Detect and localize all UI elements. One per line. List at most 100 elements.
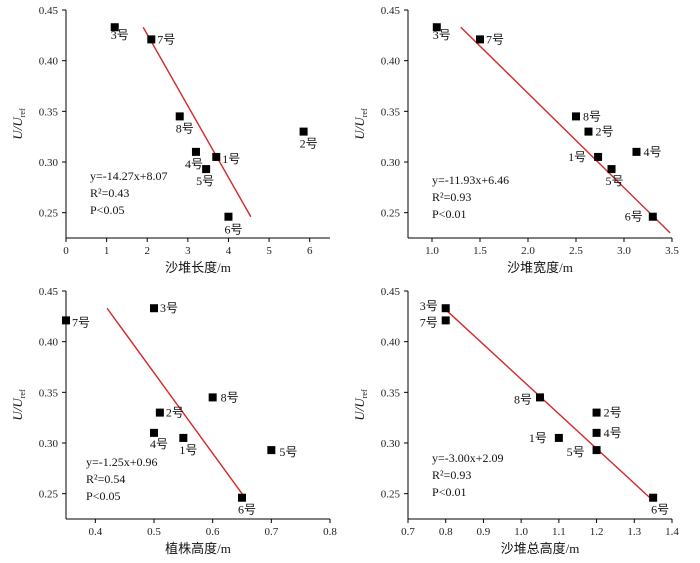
x-axis-title: 沙堆长度/m (165, 260, 231, 275)
y-tick-label: 0.30 (39, 157, 59, 169)
regression-equation-line: y=-3.00x+2.09 (432, 451, 504, 465)
x-tick-label: 1 (104, 245, 110, 257)
chart-panel-1: 0.25 0.30 0.35 0.40 0.45 0 1 2 3 4 5 6 沙堆长度/m U/Uref 3… (10, 5, 330, 275)
point-label: 2号 (595, 125, 613, 139)
point-label: 2号 (604, 406, 622, 420)
y-tick-label: 0.45 (381, 5, 401, 17)
regression-line (106, 307, 246, 499)
regression-equation-line: y=-1.25x+0.96 (86, 455, 158, 469)
x-tick-label: 3 (185, 245, 191, 257)
y-tick-label: 0.45 (39, 286, 59, 298)
x-tick-label: 4 (226, 245, 232, 257)
y-tick-label: 0.45 (39, 5, 59, 17)
data-point (572, 112, 580, 121)
point-label: 3号 (433, 28, 451, 42)
regression-line (441, 305, 654, 502)
x-tick-label: 1.5 (473, 245, 487, 257)
point-label: 8号 (514, 392, 532, 406)
data-point (649, 493, 658, 502)
y-axis-title: U/Uref (352, 108, 369, 140)
y-tick-label: 0.30 (39, 438, 59, 450)
y-tick-label: 0.25 (381, 489, 401, 501)
x-tick-label: 5 (266, 245, 272, 257)
y-tick-label: 0.40 (39, 56, 59, 68)
point-label: 1号 (179, 443, 197, 457)
data-point (179, 433, 188, 442)
x-axis-title: 沙堆总高度/m (501, 541, 580, 556)
y-axis-title: U/Uref (10, 389, 27, 421)
data-point (191, 147, 200, 156)
data-point (267, 446, 276, 455)
data-point (150, 428, 158, 437)
x-tick-label: 1.4 (665, 526, 679, 538)
y-tick-label: 0.40 (381, 337, 401, 349)
x-tick-label: 3.5 (665, 245, 679, 257)
x-tick-label: 2 (144, 245, 150, 257)
data-point (584, 127, 593, 136)
x-tick-label: 1.3 (627, 526, 641, 538)
regression-equation-line: y=-14.27x+8.07 (90, 169, 168, 183)
x-axis-title: 植株高度/m (165, 541, 231, 556)
x-tick-label: 0.8 (323, 526, 337, 538)
point-label: 5号 (279, 445, 297, 459)
x-tick-label: 2.5 (569, 245, 583, 257)
y-tick-label: 0.45 (381, 286, 401, 298)
point-label: 6号 (238, 503, 256, 517)
point-label: 3号 (420, 299, 438, 313)
regression-equation-line: P<0.01 (432, 485, 466, 499)
y-axis-title: U/Uref (10, 108, 27, 140)
point-label: 6号 (625, 210, 643, 224)
x-tick-label: 0.6 (206, 526, 220, 538)
x-tick-label: 0.5 (147, 526, 161, 538)
data-point (476, 35, 484, 44)
data-point (632, 147, 641, 156)
y-tick-label: 0.25 (39, 208, 59, 220)
point-label: 2号 (300, 137, 318, 151)
data-point (592, 408, 601, 417)
data-point (62, 316, 70, 325)
data-point (175, 112, 184, 121)
y-axis-title: U/Uref (352, 389, 369, 421)
point-label: 8号 (176, 121, 194, 135)
point-label: 4号 (643, 145, 661, 159)
y-tick-label: 0.35 (381, 387, 401, 399)
data-point (648, 212, 657, 221)
data-point (432, 23, 441, 32)
data-point (592, 446, 601, 455)
point-label: 1号 (568, 150, 586, 164)
y-tick-label: 0.25 (381, 208, 401, 220)
x-tick-label: 0.7 (401, 526, 415, 538)
x-tick-label: 1.0 (514, 526, 528, 538)
y-tick-label: 0.25 (39, 489, 59, 501)
x-tick-label: 6 (307, 245, 313, 257)
regression-equation-line: R²=0.93 (432, 190, 471, 204)
x-tick-label: 0.4 (88, 526, 102, 538)
point-label: 5号 (606, 174, 624, 188)
point-label: 5号 (567, 445, 585, 459)
x-tick-label: 1.2 (590, 526, 604, 538)
regression-equation-line: R²=0.43 (90, 186, 129, 200)
x-tick-label: 3.0 (617, 245, 631, 257)
chart-panel-4: 0.25 0.30 0.35 0.40 0.45 0.7 0.8 0.9 1.0 1.1 1.2 1.… (352, 286, 679, 556)
data-point (594, 152, 603, 161)
chart-panel-2: 0.25 0.30 0.35 0.40 0.45 1.0 1.5 2.0 2.5 3.0 3.5 沙堆… (352, 5, 679, 275)
x-axis-title: 沙堆宽度/m (507, 260, 573, 275)
regression-equation-line: P<0.05 (86, 489, 120, 503)
data-point (441, 304, 450, 313)
data-point (592, 428, 601, 437)
regression-equation-line: R²=0.54 (86, 472, 125, 486)
data-point (208, 393, 217, 402)
y-tick-label: 0.35 (381, 106, 401, 118)
y-tick-label: 0.40 (381, 56, 401, 68)
point-label: 7号 (72, 315, 90, 329)
regression-equation-line: P<0.01 (432, 207, 466, 221)
data-point (110, 23, 119, 32)
data-point (238, 493, 246, 502)
regression-equation-line: R²=0.93 (432, 468, 471, 482)
point-label: 6号 (651, 503, 669, 517)
point-label: 3号 (160, 301, 178, 315)
point-label: 6号 (224, 223, 242, 237)
x-tick-label: 2.0 (521, 245, 535, 257)
data-point (212, 152, 221, 161)
